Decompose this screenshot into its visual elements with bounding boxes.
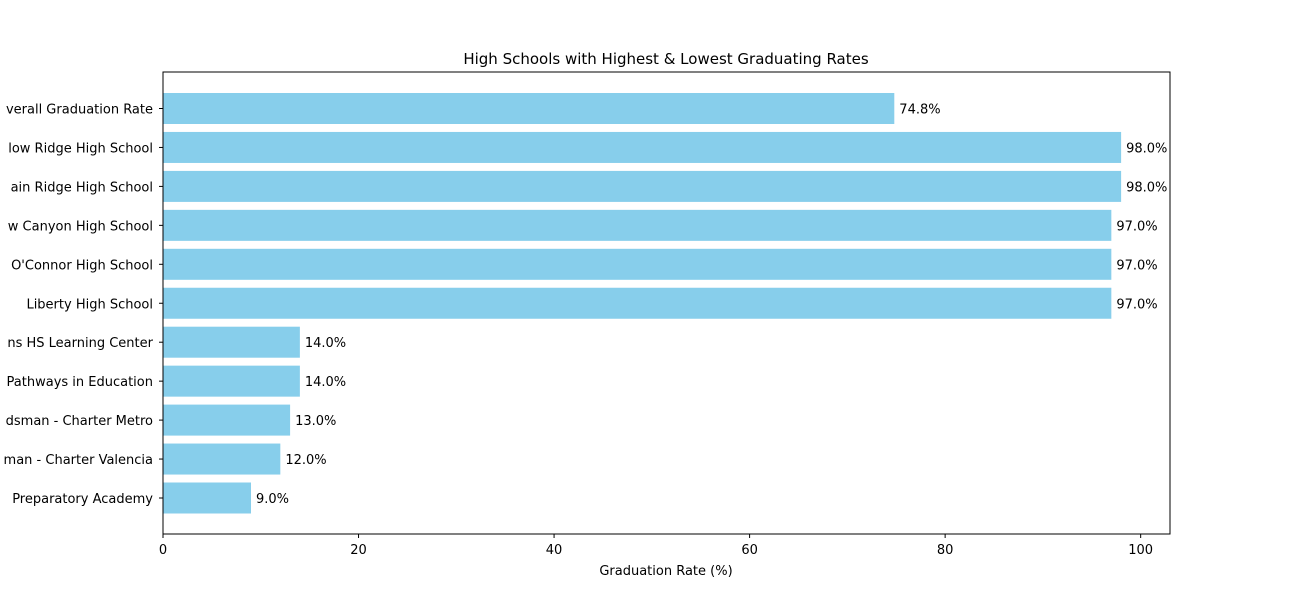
y-tick-label: Pathways in Education bbox=[7, 375, 153, 390]
bar-value-label: 98.0% bbox=[1126, 180, 1167, 195]
y-tick-label: Liberty High School bbox=[26, 297, 153, 312]
bar-2 bbox=[163, 170, 1122, 202]
x-tick-label: 100 bbox=[1128, 543, 1153, 558]
x-axis-label: Graduation Rate (%) bbox=[599, 564, 732, 579]
y-tick-label: w Canyon High School bbox=[8, 219, 153, 234]
y-tick-label: O'Connor High School bbox=[11, 258, 153, 273]
bar-8 bbox=[163, 404, 291, 436]
x-tick-label: 20 bbox=[350, 543, 367, 558]
y-tick-label: Preparatory Academy bbox=[12, 492, 153, 507]
bar-value-label: 98.0% bbox=[1126, 141, 1167, 156]
x-ticks: 0 20 40 60 80 100 bbox=[159, 534, 1153, 558]
y-tick-label: low Ridge High School bbox=[8, 141, 153, 156]
y-tick-label: ain Ridge High School bbox=[11, 180, 153, 195]
bar-1 bbox=[163, 131, 1122, 163]
y-tick-label: ns HS Learning Center bbox=[7, 336, 153, 351]
y-tick-label: verall Graduation Rate bbox=[6, 103, 153, 118]
bar-value-label: 97.0% bbox=[1116, 297, 1157, 312]
bar-3 bbox=[163, 209, 1112, 241]
bars-group: 74.8% 98.0% 98.0% 97.0% 97.0% 97.0% 14.0% 14.0%… bbox=[163, 93, 1167, 514]
x-tick-label: 40 bbox=[546, 543, 563, 558]
x-tick-label: 0 bbox=[159, 543, 167, 558]
bar-value-label: 74.8% bbox=[899, 103, 940, 118]
chart-title: High Schools with Highest & Lowest Gradu… bbox=[463, 50, 869, 68]
bar-value-label: 97.0% bbox=[1116, 219, 1157, 234]
y-tick-labels: verall Graduation Rate low Ridge High Sch… bbox=[4, 103, 163, 507]
bar-6 bbox=[163, 326, 300, 358]
plot-frame bbox=[162, 71, 1171, 535]
y-tick-label: man - Charter Valencia bbox=[4, 453, 153, 468]
bar-4 bbox=[163, 248, 1112, 280]
bar-0 bbox=[163, 93, 895, 124]
bar-value-label: 14.0% bbox=[305, 336, 346, 351]
bar-5 bbox=[163, 287, 1112, 319]
bar-9 bbox=[163, 443, 281, 475]
bar-value-label: 12.0% bbox=[285, 453, 326, 468]
y-tick-label: dsman - Charter Metro bbox=[6, 414, 153, 429]
bar-7 bbox=[163, 365, 300, 397]
bar-value-label: 13.0% bbox=[295, 414, 336, 429]
bar-value-label: 9.0% bbox=[256, 492, 289, 507]
bar-value-label: 14.0% bbox=[305, 375, 346, 390]
x-tick-label: 60 bbox=[741, 543, 758, 558]
bar-10 bbox=[163, 482, 251, 514]
x-tick-label: 80 bbox=[937, 543, 954, 558]
bar-value-label: 97.0% bbox=[1116, 258, 1157, 273]
